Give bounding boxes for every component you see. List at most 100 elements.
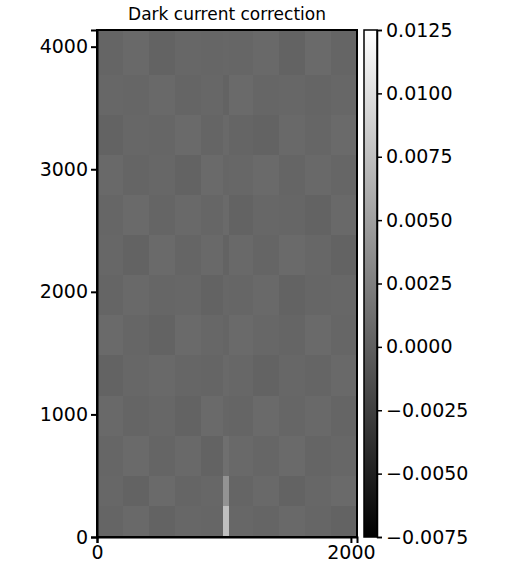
- cell: [253, 195, 279, 235]
- cell: [331, 155, 357, 195]
- cell: [305, 155, 331, 195]
- cell: [279, 355, 305, 395]
- cell: [253, 115, 279, 155]
- cell: [123, 396, 149, 436]
- cell: [279, 506, 305, 537]
- cell: [253, 235, 279, 275]
- y-axis: 01000200030004000: [40, 31, 98, 548]
- y-tick-label: 2000: [40, 280, 88, 302]
- cell: [149, 275, 175, 315]
- title: Dark current correction: [128, 4, 326, 24]
- cell: [229, 436, 253, 476]
- cell: [305, 195, 331, 235]
- cell: [331, 75, 357, 115]
- cell: [201, 396, 223, 436]
- cell: [201, 506, 223, 537]
- cell: [279, 195, 305, 235]
- colorbar-tick-label: 0.0000: [386, 335, 452, 357]
- cell: [223, 275, 229, 315]
- cell: [253, 476, 279, 507]
- x-tick: 0: [91, 537, 103, 563]
- colorbar-tick-mark: [377, 347, 382, 349]
- y-tick: 1000: [40, 403, 97, 425]
- colorbar-tick-mark: [377, 157, 382, 159]
- colorbar-tick-mark: [377, 410, 382, 412]
- cell: [175, 235, 201, 275]
- y-tick-label: 0: [76, 526, 88, 548]
- cell: [253, 506, 279, 537]
- colorbar-tick-label: 0.0100: [386, 82, 452, 104]
- cell: [279, 315, 305, 355]
- cell: [149, 75, 175, 115]
- cell: [253, 75, 279, 115]
- cell: [175, 195, 201, 235]
- cell: [201, 275, 223, 315]
- cell: [97, 506, 123, 537]
- cell: [279, 115, 305, 155]
- cell: [229, 476, 253, 507]
- cell: [123, 436, 149, 476]
- cell: [97, 115, 123, 155]
- colorbar-tick: −0.0025: [377, 399, 468, 421]
- cell: [253, 396, 279, 436]
- cell: [223, 155, 229, 195]
- colorbar-tick-mark: [377, 93, 382, 95]
- cell: [175, 315, 201, 355]
- cell: [123, 75, 149, 115]
- cell: [123, 355, 149, 395]
- cell: [253, 355, 279, 395]
- frame: [97, 30, 357, 537]
- cell: [97, 235, 123, 275]
- cell: [279, 30, 305, 75]
- x-tick-label: 2000: [327, 541, 375, 563]
- colorbar-tick: 0.0100: [377, 82, 452, 104]
- cell: [149, 476, 175, 507]
- cell: [123, 506, 149, 537]
- cell: [175, 476, 201, 507]
- y-tick: 3000: [40, 158, 97, 180]
- cell: [331, 315, 357, 355]
- cell: [123, 235, 149, 275]
- cell: [305, 436, 331, 476]
- cell: [331, 195, 357, 235]
- cell: [305, 506, 331, 537]
- cell: [97, 30, 123, 75]
- cell: [123, 476, 149, 507]
- cell: [149, 30, 175, 75]
- colorbar: [364, 30, 377, 537]
- colorbar-tick-mark: [377, 220, 382, 222]
- cell: [175, 155, 201, 195]
- cell: [331, 115, 357, 155]
- cell: [229, 30, 253, 75]
- colorbar-tick-mark: [377, 537, 382, 539]
- cell: [201, 155, 223, 195]
- cell: [229, 155, 253, 195]
- y-tick-mark: [91, 414, 97, 416]
- cell: [201, 195, 223, 235]
- colorbar-axis: −0.0075−0.0050−0.00250.00000.00250.00500…: [377, 19, 468, 548]
- cell: [223, 30, 229, 75]
- colorbar-tick-label: −0.0050: [386, 462, 468, 484]
- cell: [201, 355, 223, 395]
- colorbar-tick-label: −0.0025: [386, 399, 468, 421]
- cell: [175, 396, 201, 436]
- y-tick-label: 1000: [40, 403, 88, 425]
- colorbar-tick-mark: [377, 30, 382, 32]
- cell: [175, 75, 201, 115]
- cell: [305, 275, 331, 315]
- y-tick: 0: [76, 526, 97, 548]
- x-axis: 0 2000: [91, 537, 375, 563]
- cell: [223, 195, 229, 235]
- y-tick-label: 3000: [40, 158, 88, 180]
- cell: [123, 275, 149, 315]
- cell: [253, 315, 279, 355]
- colorbar-tick-label: 0.0025: [386, 272, 452, 294]
- cell: [229, 275, 253, 315]
- cell: [305, 315, 331, 355]
- cells: [97, 30, 357, 537]
- cell: [305, 355, 331, 395]
- cell: [201, 315, 223, 355]
- cell: [229, 355, 253, 395]
- cell: [223, 396, 229, 436]
- cell: [201, 115, 223, 155]
